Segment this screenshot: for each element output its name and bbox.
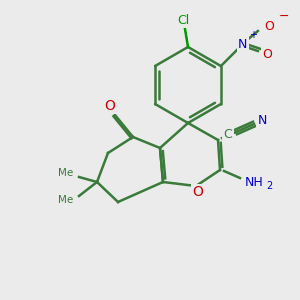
Text: Me: Me <box>58 195 73 205</box>
Text: NH: NH <box>244 176 263 188</box>
Text: 2: 2 <box>266 181 272 191</box>
Text: +: + <box>249 30 257 40</box>
Text: N: N <box>238 38 248 50</box>
Text: C: C <box>224 128 232 140</box>
Text: O: O <box>262 47 272 61</box>
Text: O: O <box>105 99 116 113</box>
Text: N: N <box>257 113 267 127</box>
Text: Cl: Cl <box>177 14 189 26</box>
Text: O: O <box>193 185 203 199</box>
Text: Me: Me <box>58 168 73 178</box>
Text: O: O <box>264 20 274 32</box>
Text: −: − <box>279 10 290 23</box>
